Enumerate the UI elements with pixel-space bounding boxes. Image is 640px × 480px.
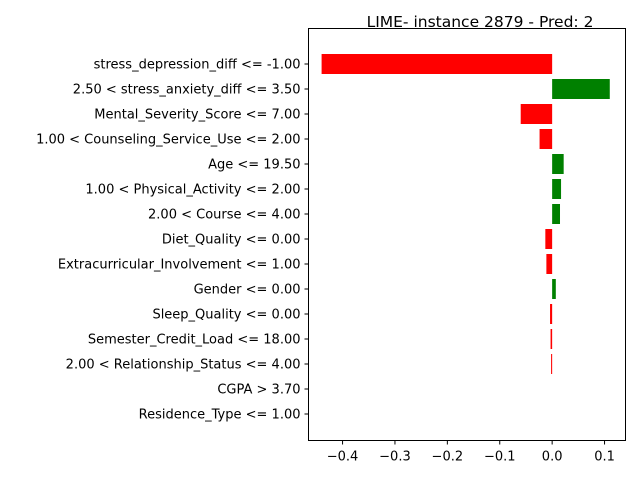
bar-6 [552, 204, 561, 224]
y-tick-label-3: 1.00 < Counseling_Service_Use <= 2.00 [36, 133, 300, 148]
y-tick-label-6: 2.00 < Course <= 4.00 [148, 208, 300, 223]
bars-group [321, 54, 610, 374]
y-tick-labels: stress_depression_diff <= -1.00 2.50 < st… [36, 58, 309, 423]
bar-0 [321, 54, 553, 74]
bar-10 [550, 304, 553, 324]
y-tick-label-2: Mental_Severity_Score <= 7.00 [94, 108, 300, 123]
bar-12 [551, 354, 553, 374]
bar-3 [539, 129, 553, 149]
x-tick-label-0: −0.4 [327, 450, 359, 465]
bar-9 [552, 279, 556, 299]
bar-5 [552, 179, 562, 199]
y-tick-label-4: Age <= 19.50 [208, 158, 300, 173]
y-tick-label-14: Residence_Type <= 1.00 [139, 408, 301, 423]
y-tick-label-0: stress_depression_diff <= -1.00 [94, 58, 301, 73]
x-tick-label-4: 0.0 [542, 450, 563, 465]
chart-title: LIME- instance 2879 - Pred: 2 [367, 13, 594, 31]
bar-7 [545, 229, 553, 249]
bar-1 [552, 79, 610, 99]
bar-2 [520, 104, 553, 124]
y-tick-label-11: Semester_Credit_Load <= 18.00 [88, 333, 301, 348]
bar-11 [550, 329, 553, 349]
x-tick-label-3: −0.1 [484, 450, 516, 465]
plot-frame [308, 28, 626, 441]
x-tick-label-1: −0.3 [379, 450, 411, 465]
y-tick-label-1: 2.50 < stress_anxiety_diff <= 3.50 [73, 83, 301, 98]
y-tick-label-8: Extracurricular_Involvement <= 1.00 [58, 258, 301, 273]
y-tick-label-9: Gender <= 0.00 [194, 283, 301, 298]
x-tick-label-2: −0.2 [432, 450, 464, 465]
bar-4 [552, 154, 564, 174]
y-tick-label-10: Sleep_Quality <= 0.00 [152, 308, 300, 323]
bar-8 [546, 254, 553, 274]
x-tick-label-5: 0.1 [594, 450, 615, 465]
y-tick-label-12: 2.00 < Relationship_Status <= 4.00 [66, 358, 301, 373]
y-tick-label-5: 1.00 < Physical_Activity <= 2.00 [85, 183, 300, 198]
x-axis: −0.4 −0.3 −0.2 −0.1 0.0 0.1 [327, 440, 615, 465]
y-tick-label-7: Diet_Quality <= 0.00 [162, 233, 301, 248]
y-tick-label-13: CGPA > 3.70 [217, 383, 300, 398]
